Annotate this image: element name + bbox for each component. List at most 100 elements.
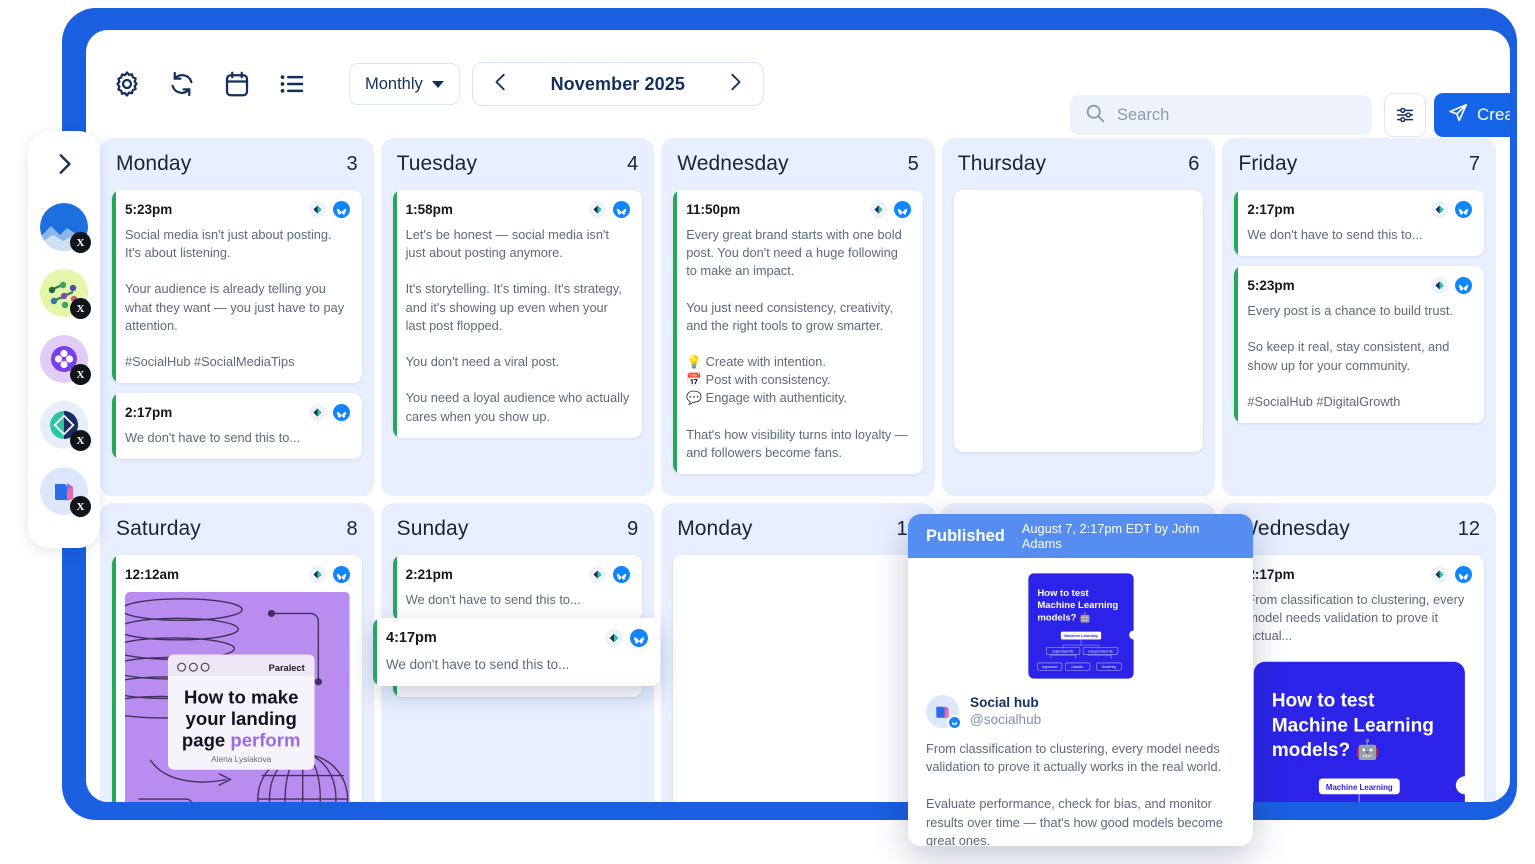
chevron-right-icon[interactable] bbox=[724, 71, 746, 98]
svg-text:How to test: How to test bbox=[1037, 588, 1089, 599]
bluesky-icon bbox=[613, 201, 631, 218]
svg-text:clustering: clustering bbox=[1101, 665, 1116, 669]
calendar-icon[interactable] bbox=[222, 69, 252, 99]
post-time: 2:21pm bbox=[405, 567, 453, 583]
list-icon[interactable] bbox=[277, 69, 307, 99]
filter-button[interactable] bbox=[1384, 93, 1426, 137]
post-card-header: 11:50pm bbox=[686, 201, 911, 218]
published-post-popup[interactable]: Published August 7, 2:17pm EDT by John A… bbox=[908, 514, 1253, 846]
sidebar-account-avatar-pinwheel[interactable]: X bbox=[40, 401, 91, 451]
day-cell[interactable]: Monday 3 5:23pm Social media isn't just abo… bbox=[100, 138, 374, 497]
sidebar-account-avatar-mountain[interactable]: X bbox=[40, 203, 91, 253]
pinwheel-icon bbox=[589, 201, 607, 218]
post-card[interactable]: 5:23pm Social media isn't just about post… bbox=[112, 190, 362, 384]
svg-text:models? 🤖: models? 🤖 bbox=[1037, 611, 1091, 623]
post-platform-icons bbox=[869, 201, 911, 218]
post-card[interactable]: 11:50pm Every great brand starts with one… bbox=[673, 190, 923, 475]
account-list: X X X X X bbox=[28, 203, 100, 517]
post-time: 11:50pm bbox=[686, 202, 741, 217]
svg-text:unsupervised ML: unsupervised ML bbox=[1087, 649, 1113, 653]
day-number: 7 bbox=[1468, 153, 1480, 175]
popup-image-wrap: How to test Machine Learning models? 🤖 Mach… bbox=[926, 570, 1235, 682]
day-cell[interactable]: Thursday 6 bbox=[941, 138, 1216, 497]
view-mode-label: Monthly bbox=[365, 74, 423, 93]
day-name: Sunday bbox=[396, 517, 469, 541]
day-cell[interactable]: Wednesday 5 11:50pm Every great brand start… bbox=[661, 138, 935, 497]
post-text: We don't have to send this to... bbox=[1247, 227, 1423, 242]
post-card-header: 2:21pm bbox=[405, 566, 631, 584]
day-header: Monday 3 bbox=[112, 150, 362, 176]
x-platform-badge: X bbox=[70, 430, 91, 451]
post-text: Every great brand starts with one bold p… bbox=[686, 227, 908, 460]
current-month-label: November 2025 bbox=[550, 73, 685, 94]
calendar-grid: Monday 3 5:23pm Social media isn't just abo… bbox=[100, 138, 1496, 802]
bluesky-icon bbox=[1455, 201, 1472, 218]
post-text: We don't have to send this to... bbox=[405, 592, 581, 608]
bluesky-icon bbox=[332, 566, 350, 584]
dragged-post-card[interactable]: 4:17pm We don't have to send this to... bbox=[373, 618, 660, 687]
post-card[interactable]: 2:17pm We don't have to send this to... bbox=[112, 393, 362, 460]
search-input[interactable] bbox=[1117, 105, 1358, 125]
post-text: Every post is a chance to build trust. S… bbox=[1247, 303, 1453, 409]
day-number: 8 bbox=[346, 518, 358, 541]
svg-text:page perform: page perform bbox=[182, 729, 301, 750]
post-card[interactable]: 12:12am Paralect How to make your landing pa… bbox=[112, 555, 362, 802]
post-card-header: 5:23pm bbox=[125, 201, 350, 218]
day-cell[interactable]: Wednesday 12 2:17pm From classification to … bbox=[1222, 503, 1496, 802]
post-platform-icons bbox=[308, 404, 350, 422]
day-header: Friday 7 bbox=[1234, 150, 1484, 176]
day-name: Monday bbox=[677, 517, 753, 541]
pinwheel-icon bbox=[1431, 201, 1448, 218]
day-cell[interactable]: Tuesday 4 1:58pm Let's be honest — social m… bbox=[380, 138, 655, 497]
bluesky-icon bbox=[613, 566, 631, 584]
day-cell[interactable]: Saturday 8 12:12am Paralect How to make your … bbox=[100, 503, 374, 802]
svg-text:How to test: How to test bbox=[1272, 690, 1375, 711]
pinwheel-icon bbox=[605, 629, 623, 647]
day-number: 9 bbox=[627, 518, 639, 541]
sidebar-account-avatar-network[interactable]: X bbox=[40, 269, 91, 319]
create-button[interactable]: Create bbox=[1434, 93, 1510, 137]
svg-text:models? 🤖: models? 🤖 bbox=[1272, 738, 1380, 761]
toolbar: Monthly November 2025 bbox=[86, 30, 1510, 138]
send-icon bbox=[1447, 102, 1469, 129]
post-time: 4:17pm bbox=[386, 630, 437, 646]
day-header: Sunday 9 bbox=[393, 515, 643, 541]
empty-post-placeholder[interactable] bbox=[673, 555, 923, 802]
post-card[interactable]: 1:58pm Let's be honest — social media isn… bbox=[392, 190, 643, 438]
view-mode-select[interactable]: Monthly bbox=[349, 63, 460, 105]
settings-icon[interactable] bbox=[112, 69, 142, 99]
post-card-header: 12:12am bbox=[125, 566, 350, 584]
svg-text:regression: regression bbox=[1041, 665, 1057, 669]
popup-post-text: From classification to clustering, every… bbox=[926, 740, 1223, 846]
post-time: 2:17pm bbox=[1247, 202, 1295, 217]
post-card[interactable]: 2:17pm We don't have to send this to... bbox=[1234, 190, 1484, 257]
search-box[interactable] bbox=[1070, 95, 1372, 135]
day-header: Tuesday 4 bbox=[393, 150, 643, 176]
post-card-header: 2:17pm bbox=[125, 404, 350, 422]
post-text: We don't have to send this to... bbox=[386, 657, 570, 672]
post-card-header: 4:17pm bbox=[386, 629, 648, 647]
chevron-left-icon[interactable] bbox=[490, 71, 512, 98]
sidebar-account-avatar-socialhub[interactable]: X bbox=[40, 467, 91, 517]
day-cell[interactable]: Friday 7 2:17pm We don't have to send this … bbox=[1222, 138, 1496, 497]
refresh-icon[interactable] bbox=[167, 69, 197, 99]
day-header: Saturday 8 bbox=[112, 515, 362, 541]
day-name: Wednesday bbox=[1238, 517, 1350, 541]
expand-sidebar-button[interactable] bbox=[28, 137, 100, 191]
bluesky-icon bbox=[332, 404, 350, 422]
x-platform-badge: X bbox=[70, 232, 91, 253]
month-navigator: November 2025 bbox=[471, 62, 764, 106]
svg-text:your landing: your landing bbox=[186, 708, 297, 729]
sidebar-account-avatar-clover[interactable]: X bbox=[40, 335, 91, 385]
status-badge: Published bbox=[926, 526, 1005, 545]
post-card[interactable]: 2:21pm We don't have to send this to... bbox=[392, 555, 643, 622]
day-cell[interactable]: Monday10 bbox=[661, 503, 935, 802]
day-name: Wednesday bbox=[677, 152, 789, 175]
empty-post-placeholder[interactable] bbox=[953, 190, 1204, 452]
post-card[interactable]: 2:17pm From classification to clustering,… bbox=[1234, 555, 1484, 802]
svg-text:supervised ML: supervised ML bbox=[1052, 649, 1074, 653]
pinwheel-icon bbox=[308, 201, 326, 218]
post-card[interactable]: 5:23pm Every post is a chance to build tr… bbox=[1234, 266, 1484, 424]
post-time: 5:23pm bbox=[1247, 278, 1295, 294]
